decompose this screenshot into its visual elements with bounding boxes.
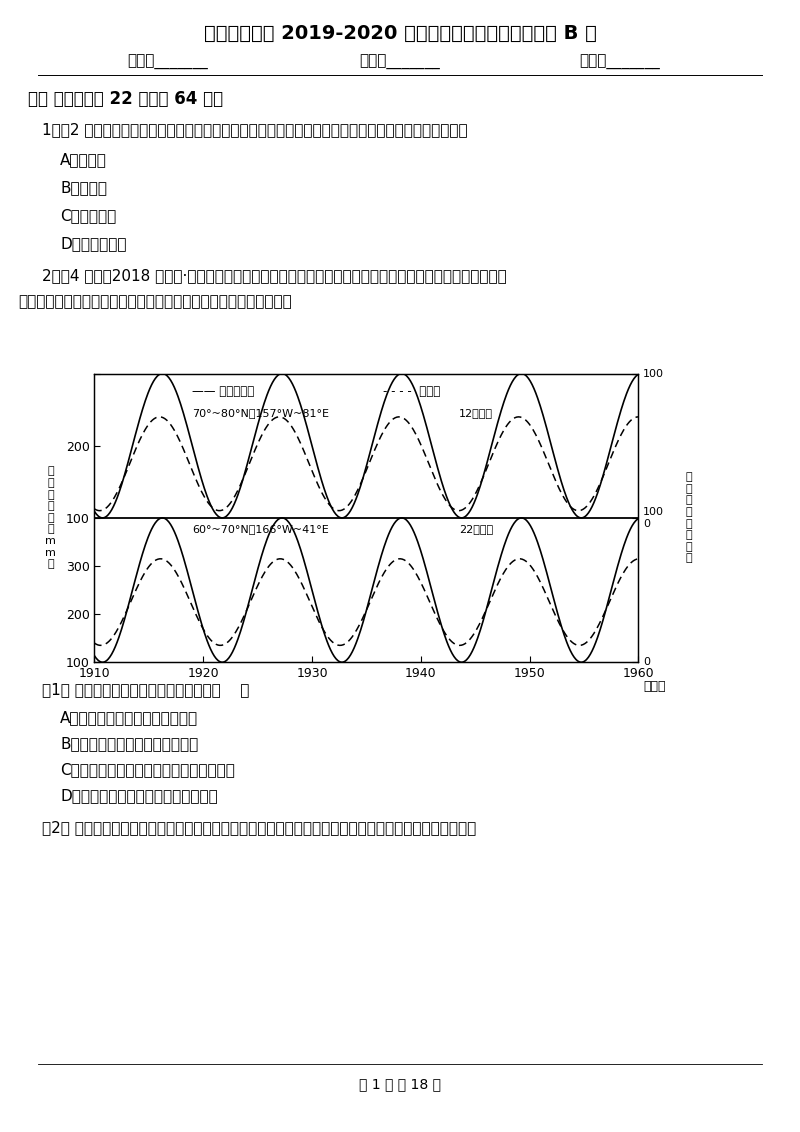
Text: （1） 观测显示，所测地区年平均降水量（    ）: （1） 观测显示，所测地区年平均降水量（ ）: [42, 681, 250, 697]
Text: 70°~80°N，157°W~81°E: 70°~80°N，157°W~81°E: [192, 409, 330, 418]
Text: 一、 选择题（共 22 题；共 64 分）: 一、 选择题（共 22 题；共 64 分）: [28, 91, 223, 108]
Text: 姓名：_______: 姓名：_______: [128, 55, 208, 70]
Text: 四川省达州市 2019-2020 年度高一上学期期末地理试卷 B 卷: 四川省达州市 2019-2020 年度高一上学期期末地理试卷 B 卷: [203, 24, 597, 43]
Y-axis label: 黑
子
相
对
数
（
个
）: 黑 子 相 对 数 （ 个 ）: [686, 472, 693, 564]
Text: 22个测站: 22个测站: [459, 524, 493, 533]
Text: 年
均
降
水
量
（
m
m
）: 年 均 降 水 量 （ m m ）: [45, 466, 56, 569]
Text: 60°~70°N，166°W~41°E: 60°~70°N，166°W~41°E: [192, 524, 329, 533]
Text: （2） 统计数据表明，在多数太阳活动高峰年，全球农业倾向于增产；在太阳活动低峰年，歉收的几率更高: （2） 统计数据表明，在多数太阳活动高峰年，全球农业倾向于增产；在太阳活动低峰年…: [42, 820, 476, 835]
Text: 班级：_______: 班级：_______: [360, 55, 440, 70]
Text: —— 太阳黑子数: —— 太阳黑子数: [192, 385, 254, 398]
Text: 第 1 页 共 18 页: 第 1 页 共 18 页: [359, 1077, 441, 1091]
Text: A．随太阳黑子活动的增强而增大: A．随太阳黑子活动的增强而增大: [60, 710, 198, 724]
Text: 部分高纬度地区太阳黑子活动与年均降水量的关系。据此下列各题。: 部分高纬度地区太阳黑子活动与年均降水量的关系。据此下列各题。: [18, 294, 292, 309]
Text: D．跨东西半球: D．跨东西半球: [60, 235, 126, 251]
Text: C．变化周期与太阳黑子活动周期大致吻合: C．变化周期与太阳黑子活动周期大致吻合: [60, 762, 235, 777]
Text: 12个测站: 12个测站: [459, 409, 493, 418]
Text: （年）: （年）: [644, 679, 666, 693]
Text: 2．（4 分）（2018 高一上·湛江月考）太阳黑子活动的变化会对地球的气候产生明显影响，下图显示北半球: 2．（4 分）（2018 高一上·湛江月考）太阳黑子活动的变化会对地球的气候产生…: [42, 268, 506, 283]
Text: 1．（2 分）一条向东流的河流，南岸受水流的冲刷比北岸严重，该河位于（只考虑地转偏向力的影响）: 1．（2 分）一条向东流的河流，南岸受水流的冲刷比北岸严重，该河位于（只考虑地转…: [42, 122, 468, 137]
Text: B．随太阳黑子活动的增强而减小: B．随太阳黑子活动的增强而减小: [60, 736, 198, 751]
Text: - - - -  降水量: - - - - 降水量: [382, 385, 440, 398]
Text: B．南半球: B．南半球: [60, 180, 107, 195]
Text: C．赤道地区: C．赤道地区: [60, 208, 116, 223]
Text: 成绩：_______: 成绩：_______: [580, 55, 660, 70]
Text: D．变化周期与太阳黑子活动周期无关: D．变化周期与太阳黑子活动周期无关: [60, 788, 218, 803]
Text: A．北半球: A．北半球: [60, 152, 107, 168]
